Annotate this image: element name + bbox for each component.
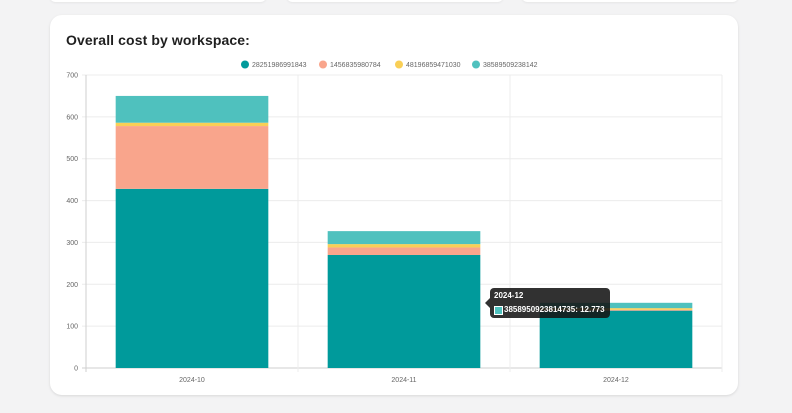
bar-segment[interactable] (539, 308, 693, 310)
tooltip-body: 3858950923814735: 12.773 (504, 305, 605, 314)
bar-segment[interactable] (327, 247, 481, 255)
legend-label[interactable]: 48196859471030 (406, 62, 461, 69)
legend-swatch (241, 60, 249, 69)
bar-segment[interactable] (115, 188, 269, 368)
bar-segment[interactable] (327, 231, 481, 245)
y-tick-label: 500 (66, 156, 78, 163)
bar-segment[interactable] (327, 244, 481, 248)
bar-segment[interactable] (539, 302, 693, 309)
tooltip-title: 2024-12 (494, 291, 524, 300)
chart-title: Overall cost by workspace: (66, 32, 250, 48)
y-tick-label: 300 (66, 240, 78, 247)
y-tick-label: 400 (66, 198, 78, 205)
bar-segment[interactable] (539, 309, 693, 311)
y-tick-label: 700 (66, 73, 78, 80)
tooltip-swatch (494, 306, 503, 315)
bar-segment[interactable] (327, 254, 481, 368)
bar-segment[interactable] (115, 95, 269, 123)
y-tick-label: 200 (66, 282, 78, 289)
chart-tooltip: 2024-12 3858950923814735: 12.773 (485, 288, 610, 318)
previous-card-1 (50, 0, 266, 2)
legend-swatch (395, 60, 403, 69)
legend-swatch (319, 60, 327, 69)
bar-segment[interactable] (115, 122, 269, 127)
legend-label[interactable]: 28251986991843 (252, 62, 307, 69)
bar-segment[interactable] (115, 126, 269, 189)
y-tick-label: 600 (66, 114, 78, 121)
y-tick-label: 100 (66, 324, 78, 331)
legend-swatch (472, 60, 480, 69)
x-tick-label: 2024-12 (603, 377, 629, 384)
legend-label[interactable]: 38589509238142 (483, 62, 538, 69)
bar-segment[interactable] (539, 310, 693, 368)
previous-card-2 (287, 0, 503, 2)
previous-card-3 (522, 0, 738, 2)
y-tick-label: 0 (74, 366, 78, 373)
x-tick-label: 2024-11 (391, 377, 416, 384)
legend-label[interactable]: 1456835980784 (330, 62, 381, 69)
x-tick-label: 2024-10 (179, 377, 205, 384)
